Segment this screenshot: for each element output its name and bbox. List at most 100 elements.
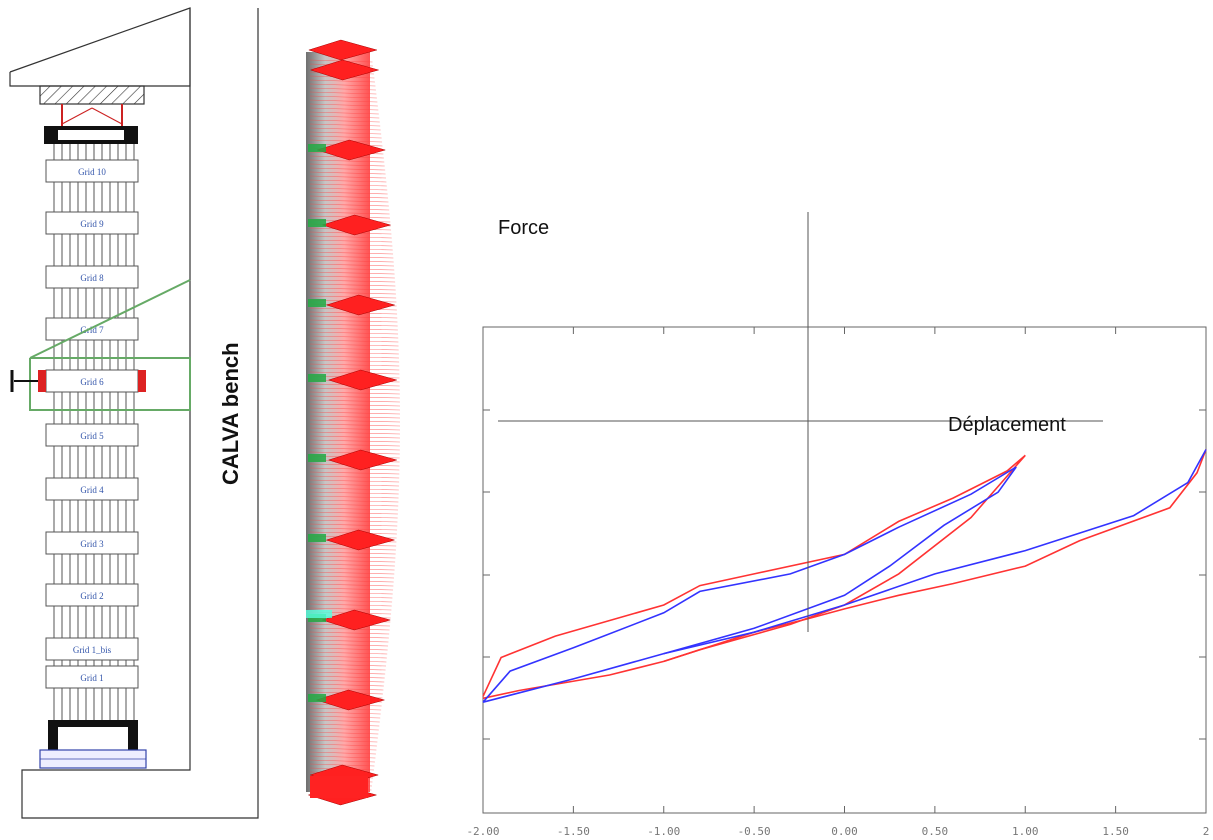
fe-rod-line: [309, 335, 399, 339]
fe-rod-line: [309, 735, 378, 739]
calva-bench-diagram: Grid 10 Grid 9 Grid 8 Grid 7 Grid 6 Grid 5 Gri…: [9, 7, 259, 819]
fe-grid-plate: [325, 529, 396, 551]
fe-rod-line: [309, 431, 400, 435]
fe-rod-line: [309, 583, 394, 587]
fe-rod-line: [309, 683, 384, 687]
fe-rod-line: [309, 363, 400, 367]
force-axis-label: Force: [498, 217, 549, 239]
fe-rod-line: [309, 255, 394, 259]
fe-rod-line: [309, 711, 381, 715]
fe-rod-line: [309, 275, 395, 279]
fe-rod-line: [309, 163, 385, 167]
fe-rod-line: [309, 423, 401, 427]
fe-rod-line: [309, 523, 398, 527]
fe-rod-line: [309, 595, 393, 599]
fe-rod-line: [309, 587, 394, 591]
fe-rod-line: [309, 663, 386, 667]
fe-rod-line: [309, 475, 400, 479]
fe-rod-line: [309, 351, 399, 355]
fe-rod-line: [309, 115, 380, 119]
grid-label: Grid 8: [80, 273, 104, 283]
fe-rod-line: [309, 191, 388, 195]
x-tick-label: -2.00: [466, 825, 499, 838]
fe-rod-line: [309, 487, 399, 491]
grid-label: Grid 9: [80, 219, 104, 229]
fe-rod-line: [309, 87, 376, 91]
fe-grid-plate: [321, 609, 392, 631]
x-tick-label: 1.00: [1012, 825, 1039, 838]
fe-rod-line: [309, 647, 388, 651]
fe-grid-highlight-cyan: [306, 610, 332, 618]
fe-rod-line: [309, 667, 386, 671]
fe-rod-line: [309, 551, 396, 555]
fe-rod-line: [309, 571, 395, 575]
fe-grid-plate: [309, 59, 380, 81]
fe-rod-line: [309, 99, 378, 103]
fe-rod-line: [309, 271, 395, 275]
x-tick-label: 1.50: [1102, 825, 1129, 838]
fe-rod-line: [309, 675, 385, 679]
lower-support: [39, 720, 147, 769]
fe-grid-marker: [308, 374, 326, 382]
fe-rod-line: [309, 387, 400, 391]
fe-rod-line: [309, 79, 375, 83]
fe-rod-line: [309, 195, 389, 199]
fe-rod-line: [309, 107, 379, 111]
fe-rod-line: [309, 719, 380, 723]
fe-rod-bundle: [306, 39, 401, 806]
fe-rod-line: [309, 95, 377, 99]
fe-rod-line: [309, 655, 387, 659]
grid-label: Grid 2: [80, 591, 103, 601]
fe-rod-line: [309, 439, 400, 443]
fe-rod-line: [309, 499, 399, 503]
fe-rod-line: [309, 183, 387, 187]
fe-rod-line: [309, 287, 396, 291]
fe-rod-line: [309, 119, 380, 123]
fe-rod-line: [309, 715, 381, 719]
grid-label: Grid 1_bis: [73, 645, 112, 655]
fe-rod-line: [309, 631, 390, 635]
plot-ticks: -2.00 -1.50 -1.00 -0.50 0.00 0.50 1.00 1.50 2: [466, 327, 1209, 838]
fe-base: [310, 776, 368, 798]
fe-rod-line: [309, 291, 396, 295]
fe-rod-line: [309, 515, 398, 519]
fe-rod-line: [309, 427, 400, 431]
fe-rod-line: [309, 167, 386, 171]
fe-rod-line: [309, 519, 398, 523]
upper-support: [44, 104, 138, 144]
fe-rod-line: [309, 171, 386, 175]
fe-grid-plate: [327, 449, 398, 471]
fe-rod-line: [309, 671, 386, 675]
bench-title: CALVA bench: [218, 342, 243, 485]
x-tick-label: -0.50: [738, 825, 771, 838]
fe-grid-marker: [308, 144, 326, 152]
spacer-grids: Grid 10 Grid 9 Grid 8 Grid 7 Grid 6 Grid 5 Gri…: [45, 159, 139, 689]
fe-rod-line: [309, 659, 387, 663]
fe-rod-line: [309, 503, 399, 507]
grid-6-highlight: [10, 279, 191, 411]
fe-rod-line: [309, 367, 400, 371]
fe-rod-line: [309, 243, 393, 247]
fe-rod-line: [309, 339, 399, 343]
grid-box: Grid 4: [45, 477, 139, 501]
fe-rod-line: [309, 555, 396, 559]
fe-grid-plate: [315, 689, 386, 711]
grid-box: Grid 3: [45, 531, 139, 555]
fe-rod-line: [309, 643, 389, 647]
fe-grid-plate: [316, 139, 387, 161]
fe-rod-line: [309, 603, 392, 607]
fe-rod-line: [309, 343, 399, 347]
fe-rod-line: [309, 599, 393, 603]
grid-label: Grid 6: [80, 377, 104, 387]
fe-rod-line: [309, 579, 394, 583]
fe-rod-line: [309, 467, 400, 471]
fe-rod-line: [309, 751, 376, 755]
fe-rod-line: [309, 635, 389, 639]
fe-rod-line: [309, 347, 399, 351]
fe-rod-line: [309, 103, 378, 107]
fe-grid-marker: [308, 299, 326, 307]
fe-rod-line: [309, 159, 385, 163]
x-tick-label: 0.00: [831, 825, 858, 838]
fe-rod-line: [309, 479, 400, 483]
